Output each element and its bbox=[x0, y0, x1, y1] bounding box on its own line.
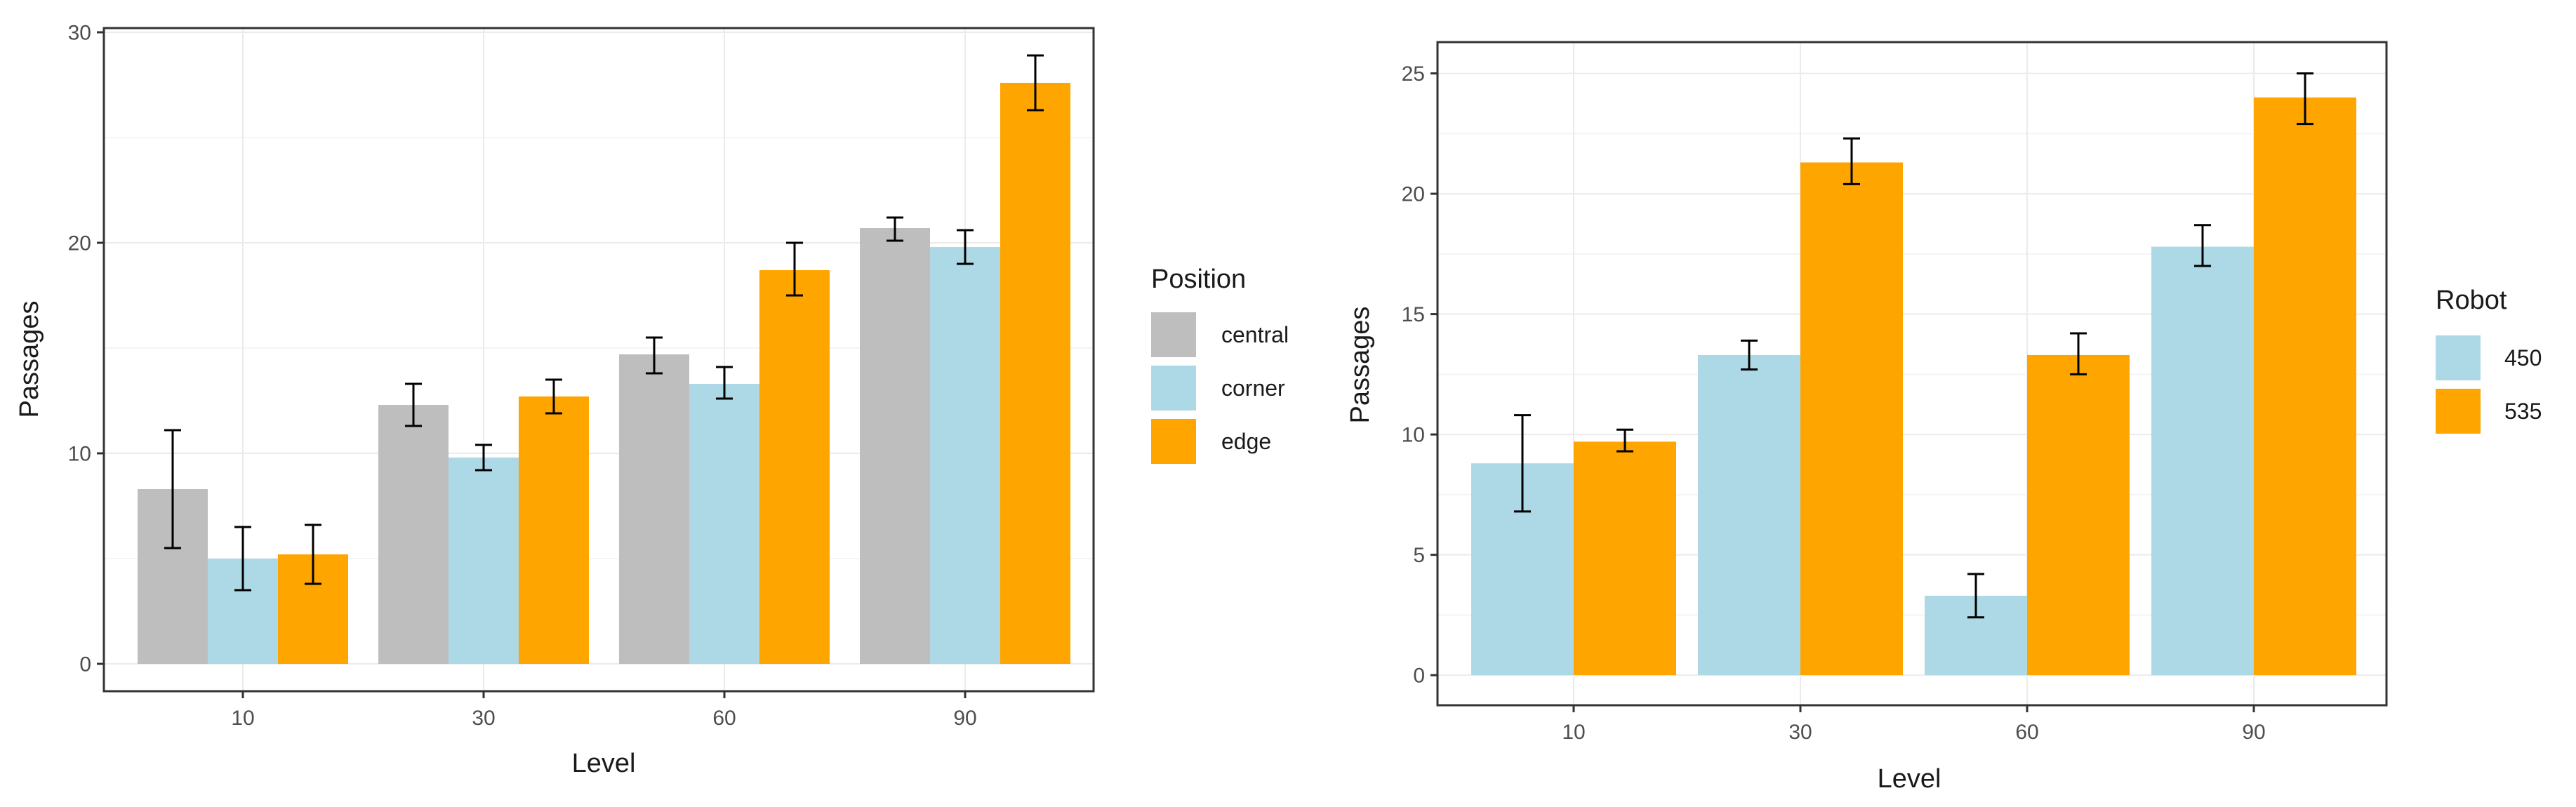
error-bars bbox=[164, 54, 1044, 592]
error-bar-535-90 bbox=[2297, 72, 2313, 126]
bar-535-60 bbox=[2027, 354, 2130, 676]
legend-label-central: central bbox=[1221, 322, 1289, 347]
error-bar-edge-90 bbox=[1027, 54, 1044, 112]
x-tick-label: 90 bbox=[2242, 721, 2265, 744]
x-tick-label: 60 bbox=[712, 707, 736, 730]
y-tick-label: 20 bbox=[68, 232, 91, 255]
bar-central-90 bbox=[860, 228, 930, 664]
legend: Position central corner edge bbox=[1151, 265, 1289, 464]
error-bar-edge-60 bbox=[786, 241, 803, 297]
x-axis-label: Level bbox=[1878, 764, 1941, 794]
legend-label-450: 450 bbox=[2504, 345, 2542, 371]
panel-border bbox=[1436, 41, 2388, 707]
x-tick-label: 10 bbox=[1562, 721, 1585, 744]
x-tick-label: 60 bbox=[2015, 721, 2038, 744]
error-bar-corner-30 bbox=[475, 443, 492, 472]
y-axis-label: Passages bbox=[15, 301, 44, 418]
error-bar-450-90 bbox=[2194, 224, 2211, 267]
x-tick-label: 30 bbox=[472, 707, 495, 730]
bars bbox=[138, 83, 1070, 664]
error-bar-edge-10 bbox=[305, 523, 321, 585]
bar-central-60 bbox=[619, 354, 689, 664]
error-bar-central-10 bbox=[164, 429, 181, 549]
error-bar-edge-30 bbox=[545, 378, 562, 415]
x-axis: 10 30 60 90 bbox=[1562, 705, 2266, 744]
error-bar-corner-10 bbox=[234, 526, 251, 592]
y-tick-label: 25 bbox=[1402, 62, 1425, 86]
legend-key-450 bbox=[2436, 335, 2481, 380]
bar-corner-90 bbox=[930, 247, 1000, 664]
bars bbox=[1471, 97, 2356, 676]
error-bar-535-30 bbox=[1843, 137, 1860, 185]
x-axis: 10 30 60 90 bbox=[231, 691, 977, 730]
legend-label-edge: edge bbox=[1221, 429, 1271, 454]
bar-central-30 bbox=[378, 405, 449, 664]
error-bar-central-30 bbox=[405, 382, 422, 427]
legend-key-535 bbox=[2436, 389, 2481, 434]
bar-535-90 bbox=[2254, 97, 2356, 676]
y-axis-label: Passages bbox=[1346, 307, 1375, 424]
y-tick-label: 10 bbox=[1402, 424, 1425, 447]
error-bar-corner-60 bbox=[716, 366, 733, 400]
x-axis-label: Level bbox=[572, 749, 636, 778]
error-bars bbox=[1514, 72, 2313, 619]
y-tick-label: 30 bbox=[68, 22, 91, 45]
bar-450-90 bbox=[2151, 246, 2254, 676]
bar-edge-60 bbox=[759, 270, 830, 664]
legend: Robot 450 535 bbox=[2436, 286, 2542, 434]
error-bar-450-10 bbox=[1514, 414, 1531, 513]
chart-robot: 0 5 10 15 20 25 10 30 60 90 Level Passages Robot… bbox=[1346, 41, 2542, 794]
bar-corner-30 bbox=[449, 458, 519, 664]
legend-key-corner bbox=[1151, 366, 1196, 411]
error-bar-450-60 bbox=[1967, 573, 1984, 619]
y-tick-label: 0 bbox=[1413, 665, 1425, 688]
bar-535-10 bbox=[1574, 441, 1676, 676]
y-axis: 0 5 10 15 20 25 bbox=[1402, 62, 1438, 688]
y-tick-label: 0 bbox=[79, 653, 91, 676]
bar-450-30 bbox=[1698, 354, 1800, 676]
legend-key-edge bbox=[1151, 419, 1196, 464]
y-tick-label: 10 bbox=[68, 443, 91, 466]
panel-border bbox=[102, 27, 1095, 693]
x-tick-label: 30 bbox=[1788, 721, 1812, 744]
y-tick-label: 15 bbox=[1402, 303, 1425, 326]
bar-edge-30 bbox=[519, 396, 589, 664]
legend-label-535: 535 bbox=[2504, 399, 2542, 424]
legend-title: Position bbox=[1151, 265, 1246, 294]
error-bar-corner-90 bbox=[957, 229, 974, 265]
bar-535-30 bbox=[1800, 162, 1903, 676]
error-bar-535-10 bbox=[1616, 428, 1633, 453]
legend-label-corner: corner bbox=[1221, 375, 1285, 401]
error-bar-535-60 bbox=[2070, 332, 2087, 375]
y-tick-label: 5 bbox=[1413, 544, 1425, 567]
legend-title: Robot bbox=[2436, 286, 2507, 315]
x-tick-label: 90 bbox=[953, 707, 976, 730]
bar-edge-90 bbox=[1000, 83, 1070, 664]
x-tick-label: 10 bbox=[231, 707, 254, 730]
bar-corner-60 bbox=[689, 384, 759, 664]
y-tick-label: 20 bbox=[1402, 183, 1425, 206]
error-bar-central-90 bbox=[887, 216, 903, 242]
chart-position: 0 10 20 30 10 30 60 90 Level Passages Position… bbox=[15, 22, 1289, 779]
error-bar-central-60 bbox=[646, 336, 663, 375]
y-axis: 0 10 20 30 bbox=[68, 22, 104, 676]
legend-key-central bbox=[1151, 312, 1196, 357]
error-bar-450-30 bbox=[1741, 339, 1758, 371]
